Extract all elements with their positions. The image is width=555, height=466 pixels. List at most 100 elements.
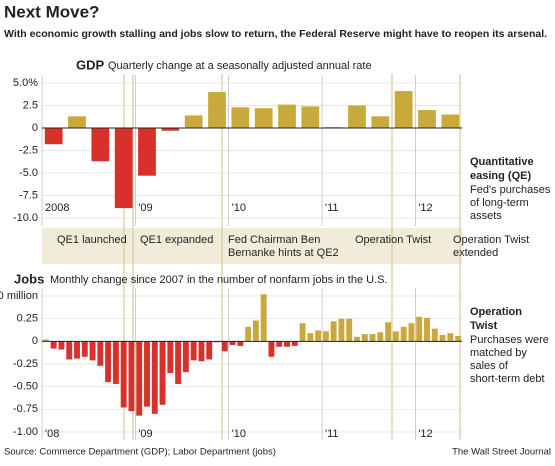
y-tick-label: -10.0 — [13, 212, 38, 224]
bar — [315, 330, 322, 342]
credit: The Wall Street Journal — [452, 447, 551, 458]
bar — [348, 105, 366, 128]
subtitle: With economic growth stalling and jobs s… — [4, 28, 547, 40]
bar — [354, 336, 360, 342]
note-line: matched by — [470, 347, 527, 359]
bar — [159, 341, 166, 405]
bar — [128, 341, 135, 412]
y-tick-label: 2.5 — [23, 99, 38, 111]
y-tick-label: -1.00 — [13, 426, 38, 438]
note-line: Fed's purchases — [470, 184, 551, 196]
bar — [252, 320, 259, 342]
event-label: Operation Twist — [355, 234, 431, 246]
bar — [369, 334, 376, 342]
y-tick-label: -2.5 — [19, 144, 38, 156]
bar — [245, 326, 252, 342]
bar — [455, 335, 462, 342]
y-tick-label: -0.50 — [13, 381, 38, 393]
bar — [182, 341, 189, 373]
x-tick-label: '10 — [232, 202, 246, 214]
y-tick-label: -7.5 — [19, 189, 38, 201]
bar — [439, 334, 446, 342]
bar — [68, 116, 86, 128]
bar — [112, 341, 119, 384]
x-tick-label: '09 — [138, 428, 152, 440]
bar — [198, 341, 205, 362]
bar — [206, 341, 213, 360]
bar — [175, 341, 182, 384]
bar — [400, 326, 407, 342]
bar — [447, 333, 454, 342]
title: Next Move? — [4, 2, 99, 21]
bar — [161, 128, 180, 131]
bar — [385, 322, 392, 342]
note-line: Purchases were — [470, 334, 549, 346]
bar — [42, 339, 49, 342]
bar — [136, 341, 143, 416]
bar — [254, 108, 273, 128]
bar — [322, 331, 329, 342]
bar — [105, 341, 112, 383]
bar — [408, 323, 415, 342]
bar — [144, 341, 150, 407]
y-tick-label: 0.25 — [17, 313, 38, 325]
bar — [441, 114, 460, 128]
bar — [268, 341, 275, 357]
bar — [190, 341, 197, 361]
bar — [392, 331, 399, 342]
event-label: QE1 launched — [57, 234, 127, 246]
note-title: easing (QE) — [470, 170, 531, 182]
panel-title: GDP — [76, 57, 105, 72]
bar — [44, 128, 63, 145]
bar — [74, 341, 80, 359]
note-title: Quantitative — [470, 156, 534, 168]
event-label: QE1 expanded — [140, 234, 213, 246]
bar — [66, 341, 73, 360]
bar — [120, 341, 127, 408]
x-tick-label: '11 — [325, 202, 339, 214]
bar — [231, 107, 250, 128]
bar — [260, 294, 267, 342]
bar — [89, 341, 96, 361]
bar — [167, 341, 174, 374]
bar — [50, 341, 57, 349]
bar — [276, 341, 283, 347]
bar — [58, 341, 65, 350]
bar — [81, 341, 88, 357]
bar — [377, 332, 384, 342]
bar — [114, 128, 133, 209]
bar — [208, 92, 226, 128]
y-tick-label: 0.50 million — [0, 290, 38, 302]
bar — [184, 115, 203, 128]
bar — [301, 106, 320, 128]
event-label: extended — [453, 247, 498, 259]
bar — [151, 341, 158, 414]
bar — [284, 341, 290, 347]
y-tick-label: -0.75 — [13, 403, 38, 415]
note-line: sales of — [470, 360, 509, 372]
y-tick-label: 5.0% — [13, 77, 38, 89]
bar — [361, 334, 368, 342]
x-tick-label: '09 — [138, 202, 152, 214]
bar — [346, 318, 353, 342]
bar — [97, 341, 104, 366]
event-label: Operation Twist — [453, 234, 529, 246]
y-tick-label: -0.25 — [13, 358, 38, 370]
x-tick-label: '12 — [418, 428, 432, 440]
note-line: of long-term — [470, 197, 529, 209]
panel-subtitle: Quarterly change at a seasonally adjuste… — [108, 60, 372, 72]
event-label: Fed Chairman Ben — [228, 234, 320, 246]
x-tick-label: 2008 — [45, 202, 69, 214]
bar — [307, 333, 314, 342]
note-title: Twist — [470, 320, 498, 332]
bar — [299, 323, 306, 342]
bar — [371, 116, 390, 128]
bar — [237, 341, 244, 346]
x-tick-label: '08 — [45, 428, 59, 440]
note-title: Operation — [470, 306, 522, 318]
bar — [431, 328, 438, 342]
bar — [138, 128, 156, 176]
bar — [330, 321, 337, 342]
note-line: assets — [470, 210, 502, 222]
